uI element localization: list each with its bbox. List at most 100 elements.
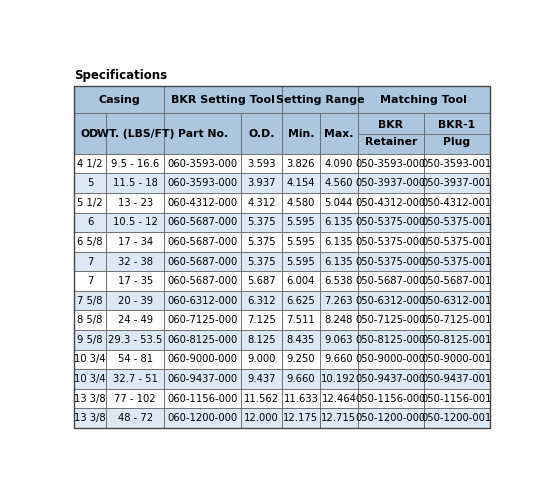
Bar <box>241 389 282 408</box>
Bar <box>241 154 282 174</box>
Bar <box>282 330 320 350</box>
Text: 050-5375-001: 050-5375-001 <box>422 237 492 247</box>
Bar <box>106 193 164 212</box>
Text: 7.125: 7.125 <box>247 315 276 325</box>
Text: 050-5375-001: 050-5375-001 <box>422 217 492 227</box>
Bar <box>320 389 358 408</box>
Text: 5.687: 5.687 <box>248 276 276 286</box>
Text: 050-1200-000: 050-1200-000 <box>356 413 426 423</box>
Text: 6.004: 6.004 <box>287 276 315 286</box>
Text: 4.154: 4.154 <box>287 178 315 188</box>
Bar <box>164 330 241 350</box>
Text: 9.5 - 16.6: 9.5 - 16.6 <box>111 158 160 169</box>
Bar <box>424 271 490 291</box>
Bar <box>358 389 424 408</box>
Bar <box>74 252 106 271</box>
Bar <box>358 212 424 232</box>
Bar <box>164 369 241 389</box>
Text: 10 3/4: 10 3/4 <box>74 374 106 384</box>
Bar <box>74 271 106 291</box>
Text: 050-3593-000: 050-3593-000 <box>356 158 426 169</box>
Bar <box>164 212 241 232</box>
Text: Min.: Min. <box>288 128 314 139</box>
Bar <box>358 232 424 252</box>
Text: 8.435: 8.435 <box>287 335 315 345</box>
Bar <box>282 174 320 193</box>
Bar <box>164 193 241 212</box>
Text: 7.263: 7.263 <box>324 295 353 306</box>
Bar <box>358 174 424 193</box>
Bar <box>106 252 164 271</box>
Text: 050-4312-001: 050-4312-001 <box>422 198 492 208</box>
Bar <box>164 311 241 330</box>
Text: Specifications: Specifications <box>74 69 167 82</box>
Bar <box>241 232 282 252</box>
Text: 29.3 - 53.5: 29.3 - 53.5 <box>108 335 162 345</box>
Bar <box>164 271 241 291</box>
Text: 5: 5 <box>87 178 93 188</box>
Bar <box>320 232 358 252</box>
Text: 6: 6 <box>87 217 93 227</box>
Text: 060-5687-000: 060-5687-000 <box>168 257 238 266</box>
Bar <box>164 350 241 369</box>
Text: Setting Range: Setting Range <box>276 95 364 105</box>
Bar <box>282 408 320 428</box>
Bar <box>241 271 282 291</box>
Text: 13 - 23: 13 - 23 <box>118 198 153 208</box>
Bar <box>320 113 358 154</box>
Text: 32 - 38: 32 - 38 <box>118 257 153 266</box>
Bar <box>241 330 282 350</box>
Bar <box>424 350 490 369</box>
Bar <box>358 271 424 291</box>
Bar <box>320 369 358 389</box>
Text: 050-1156-001: 050-1156-001 <box>422 394 492 404</box>
Bar <box>358 252 424 271</box>
Text: 050-9000-000: 050-9000-000 <box>356 354 426 364</box>
Text: 060-3593-000: 060-3593-000 <box>168 158 238 169</box>
Bar <box>74 330 106 350</box>
Text: 48 - 72: 48 - 72 <box>118 413 153 423</box>
Bar <box>74 369 106 389</box>
Text: BKR: BKR <box>378 120 403 130</box>
Bar <box>282 389 320 408</box>
Text: 050-5375-000: 050-5375-000 <box>356 237 426 247</box>
Bar <box>241 252 282 271</box>
Bar <box>74 87 164 113</box>
Bar <box>106 389 164 408</box>
Text: 8 5/8: 8 5/8 <box>78 315 103 325</box>
Text: 54 - 81: 54 - 81 <box>118 354 153 364</box>
Bar <box>282 252 320 271</box>
Bar <box>106 350 164 369</box>
Text: 12.000: 12.000 <box>244 413 279 423</box>
Text: 4.312: 4.312 <box>248 198 276 208</box>
Bar <box>164 113 241 154</box>
Text: 6.538: 6.538 <box>324 276 353 286</box>
Bar <box>106 232 164 252</box>
Bar <box>424 154 490 174</box>
Bar <box>164 408 241 428</box>
Bar <box>320 154 358 174</box>
Bar <box>320 193 358 212</box>
Text: 050-6312-001: 050-6312-001 <box>422 295 492 306</box>
Text: 20 - 39: 20 - 39 <box>118 295 153 306</box>
Text: 060-6312-000: 060-6312-000 <box>168 295 238 306</box>
Text: Part No.: Part No. <box>178 128 228 139</box>
Text: 050-1200-001: 050-1200-001 <box>422 413 492 423</box>
Text: 060-1200-000: 060-1200-000 <box>168 413 238 423</box>
Text: 7: 7 <box>87 257 93 266</box>
Text: 8.248: 8.248 <box>324 315 353 325</box>
Text: 6.135: 6.135 <box>324 217 353 227</box>
Bar <box>424 212 490 232</box>
Bar <box>241 311 282 330</box>
Bar <box>282 271 320 291</box>
Text: WT. (LBS/FT): WT. (LBS/FT) <box>97 128 174 139</box>
Text: 10.5 - 12: 10.5 - 12 <box>113 217 158 227</box>
Text: 050-9437-000: 050-9437-000 <box>356 374 426 384</box>
Text: 11.633: 11.633 <box>283 394 318 404</box>
Bar <box>320 252 358 271</box>
Text: 3.937: 3.937 <box>248 178 276 188</box>
Text: 5.375: 5.375 <box>248 257 276 266</box>
Bar <box>358 350 424 369</box>
Bar <box>282 193 320 212</box>
Text: 050-1156-000: 050-1156-000 <box>356 394 426 404</box>
